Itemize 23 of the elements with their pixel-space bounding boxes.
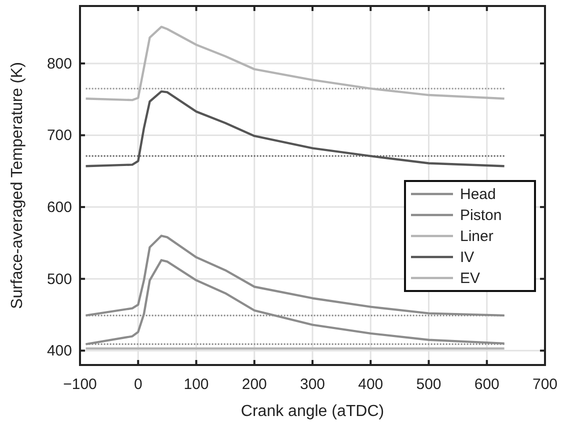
x-tick-label: 300 — [300, 376, 326, 393]
x-tick-label: 100 — [184, 376, 209, 393]
legend-label: EV — [460, 270, 480, 287]
y-tick-label: 800 — [46, 55, 72, 72]
y-tick-label: 700 — [46, 127, 72, 144]
y-tick-label: 600 — [46, 199, 72, 216]
x-tick-label: 200 — [242, 376, 267, 393]
line-series — [84, 90, 506, 168]
x-tick-label: 0 — [134, 376, 142, 393]
legend-label: Piston — [460, 207, 502, 224]
x-tick-label: −100 — [63, 376, 97, 393]
y-tick-label: 400 — [46, 342, 72, 360]
legend-label: Liner — [460, 228, 494, 245]
legend-label: Head — [460, 186, 496, 203]
x-tick-label: 600 — [474, 376, 500, 393]
y-axis-title: Surface-averaged Temperature (K) — [9, 62, 26, 309]
line-series — [84, 26, 506, 102]
x-tick-label: 400 — [358, 376, 384, 393]
y-tick-label: 500 — [46, 270, 72, 288]
legend-label: IV — [460, 249, 474, 266]
x-tick-label: 700 — [532, 376, 558, 393]
x-axis-title: Crank angle (aTDC) — [240, 403, 384, 420]
x-tick-label: 500 — [416, 376, 442, 393]
